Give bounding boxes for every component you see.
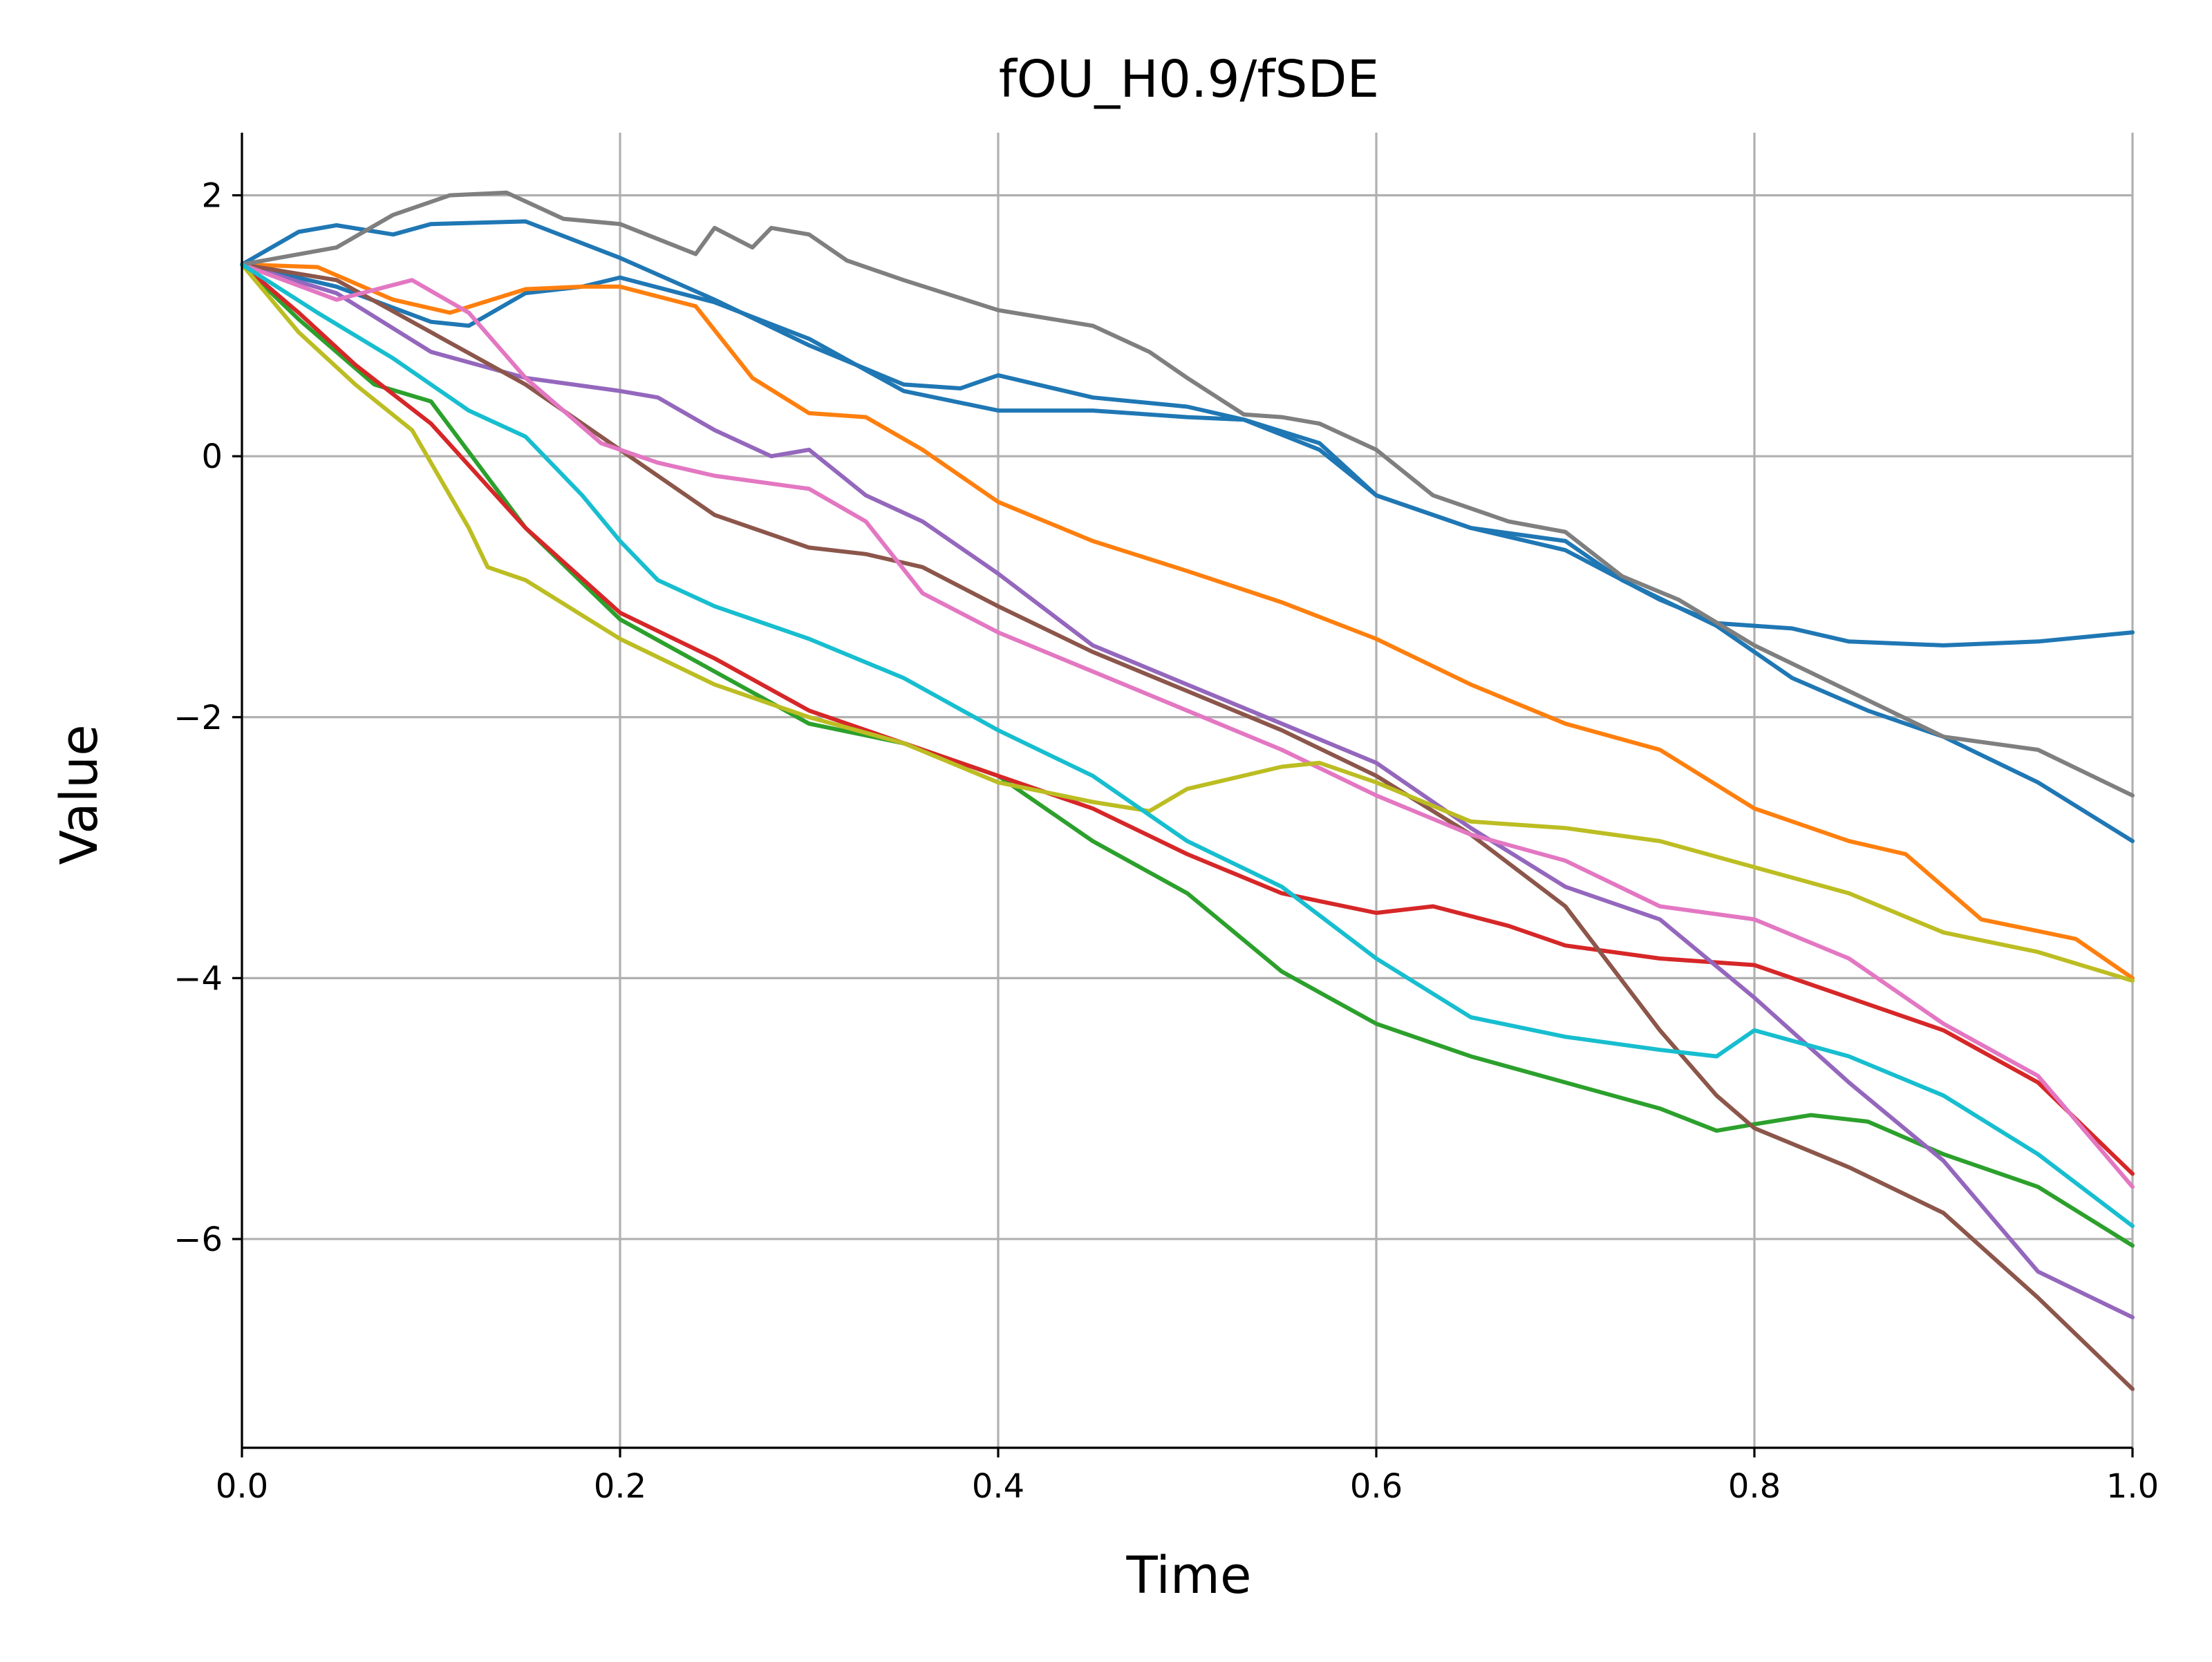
x-tick-label: 0.8 xyxy=(1728,1467,1781,1506)
x-tick-label: 0.4 xyxy=(972,1467,1024,1506)
series-line-4 xyxy=(240,262,2135,1248)
y-tick-label: 2 xyxy=(201,177,223,216)
y-tick-label: −6 xyxy=(174,1220,223,1259)
y-tick-label: −2 xyxy=(174,699,223,737)
y-tick-label: −4 xyxy=(174,959,223,998)
series-line-1 xyxy=(240,219,2135,648)
series-line-9 xyxy=(240,190,2135,798)
y-tick-label: 0 xyxy=(201,437,223,476)
x-tick-label: 0.2 xyxy=(594,1467,646,1506)
series-line-2 xyxy=(240,262,2135,844)
series-line-6 xyxy=(240,262,2135,1320)
plot-area xyxy=(240,190,2135,1391)
y-axis-title: Value xyxy=(50,724,109,865)
series-line-8 xyxy=(240,262,2135,1189)
grid xyxy=(241,133,2134,1448)
series-line-7 xyxy=(240,262,2135,1391)
x-tick-label: 0.6 xyxy=(1350,1467,1403,1506)
series-line-5 xyxy=(240,262,2135,1176)
axes: 0.0 0.2 0.4 0.6 0.8 1.0 2 0 −2 −4 −6 xyxy=(174,133,2159,1506)
series-line-3 xyxy=(240,262,2135,981)
chart-title: fOU_H0.9/fSDE xyxy=(999,50,1379,109)
series-line-11 xyxy=(240,262,2135,1229)
x-axis-title: Time xyxy=(1125,1546,1251,1605)
x-tick-label: 0.0 xyxy=(216,1467,268,1506)
series-line-10 xyxy=(240,262,2135,983)
x-tick-label: 1.0 xyxy=(2106,1467,2159,1506)
